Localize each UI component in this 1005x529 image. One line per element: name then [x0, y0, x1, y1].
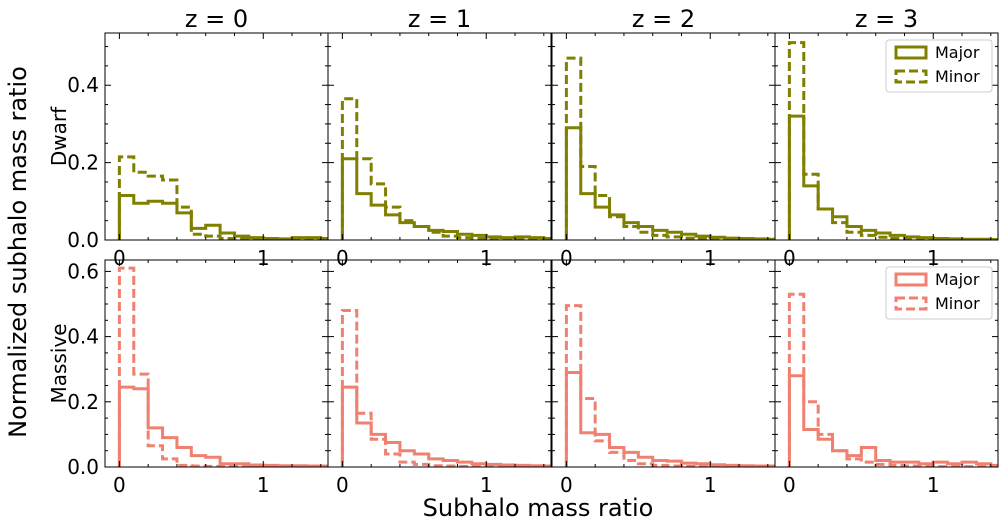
figure-ylabel: Normalized subhalo mass ratio — [4, 66, 32, 438]
panel-dwarf-2: 0 1 z = 2 — [551, 5, 776, 270]
legend-label-major: Major — [935, 270, 980, 289]
panel-massive-0: 0 1 0.0 0.2 0.4 0.6 Massive — [47, 259, 329, 497]
panel-frame — [104, 259, 329, 468]
series-minor-line — [117, 266, 328, 467]
panel-frame — [104, 32, 329, 241]
legend: Major Minor — [885, 266, 993, 320]
series-major-line — [564, 370, 775, 467]
x-tick-label: 0 — [336, 246, 349, 270]
row-label: Dwarf — [47, 106, 71, 166]
series-minor-line — [564, 56, 775, 240]
y-tick-label: 0.6 — [67, 259, 99, 283]
series-major-line — [117, 194, 328, 240]
legend-swatch-minor — [894, 69, 928, 84]
panel-frame — [551, 32, 776, 241]
panel-frame — [327, 32, 552, 241]
x-tick-label: 1 — [704, 473, 717, 497]
panel-dwarf-0: 0 1 0.0 0.2 0.4 Dwarf z = 0 — [47, 5, 329, 270]
x-tick-label: 1 — [480, 246, 493, 270]
legend-label-major: Major — [935, 43, 980, 62]
x-tick-label: 0 — [336, 473, 349, 497]
legend-swatch-major — [894, 272, 928, 287]
x-tick-label: 0 — [783, 473, 796, 497]
figure-xlabel: Subhalo mass ratio — [423, 494, 654, 522]
legend-box — [885, 39, 993, 93]
y-tick-label: 0.4 — [67, 73, 99, 97]
legend-label-minor: Minor — [935, 67, 980, 86]
panel-frame — [551, 259, 776, 468]
panel-frame — [774, 32, 999, 241]
panel-title: z = 0 — [185, 5, 248, 33]
x-tick-label: 1 — [257, 246, 270, 270]
legend-swatch-major — [894, 45, 928, 60]
y-tick-label: 0.0 — [67, 228, 99, 252]
series-major-line — [117, 385, 328, 467]
series-major-line — [787, 374, 998, 467]
row-label: Massive — [47, 323, 71, 403]
panel-massive-3: 0 1 Major Minor — [774, 259, 999, 497]
series-minor-line — [340, 309, 551, 467]
series-minor-line — [564, 304, 775, 467]
series-major-line — [340, 157, 551, 240]
series-minor-line — [787, 292, 998, 467]
x-tick-label: 0 — [560, 473, 573, 497]
panel-title: z = 2 — [632, 5, 695, 33]
series-minor-line — [340, 97, 551, 240]
x-tick-label: 1 — [257, 473, 270, 497]
y-tick-label: 0.2 — [67, 390, 99, 414]
legend: Major Minor — [885, 39, 993, 93]
panel-dwarf-1: 0 1 z = 1 — [327, 5, 552, 270]
panel-dwarf-3: 0 1 z = 3 Major Minor — [774, 5, 999, 270]
x-tick-label: 0 — [783, 246, 796, 270]
legend-box — [885, 266, 993, 320]
series-major-line — [564, 126, 775, 240]
y-tick-label: 0.2 — [67, 151, 99, 175]
legend-swatch-minor — [894, 296, 928, 311]
x-tick-label: 1 — [927, 246, 940, 270]
legend-label-minor: Minor — [935, 294, 980, 313]
x-tick-label: 1 — [927, 473, 940, 497]
y-tick-label: 0.0 — [67, 455, 99, 479]
x-tick-label: 0 — [113, 246, 126, 270]
series-minor-line — [117, 155, 328, 240]
x-tick-label: 0 — [113, 473, 126, 497]
panel-frame — [327, 259, 552, 468]
panel-title: z = 3 — [855, 5, 918, 33]
series-major-line — [340, 385, 551, 467]
x-tick-label: 1 — [480, 473, 493, 497]
y-tick-label: 0.4 — [67, 325, 99, 349]
panel-frame — [774, 259, 999, 468]
x-tick-label: 1 — [704, 246, 717, 270]
x-tick-label: 0 — [560, 246, 573, 270]
panel-title: z = 1 — [408, 5, 471, 33]
series-major-line — [787, 114, 998, 240]
